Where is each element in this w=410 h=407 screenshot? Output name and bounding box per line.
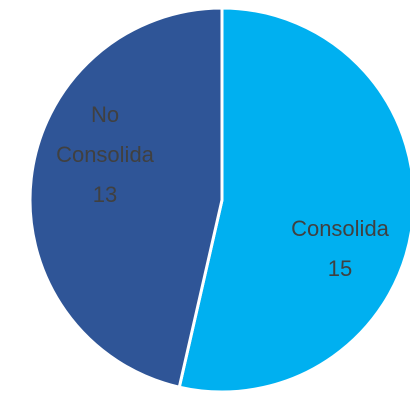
- data-label-line: Consolida: [56, 142, 155, 167]
- data-label-line: 13: [93, 182, 117, 207]
- pie-labels: Consolida 15 No Consolida 13: [56, 102, 390, 281]
- pie-slice-consolida: [177, 6, 410, 394]
- data-label-consolida: Consolida 15: [291, 216, 390, 281]
- pie-slices: [28, 6, 410, 394]
- data-label-line: 15: [328, 256, 352, 281]
- data-label-line: No: [91, 102, 119, 127]
- data-label-line: Consolida: [291, 216, 390, 241]
- data-label-no-consolida: No Consolida 13: [56, 102, 155, 207]
- pie-slice-no-consolida: [28, 6, 224, 389]
